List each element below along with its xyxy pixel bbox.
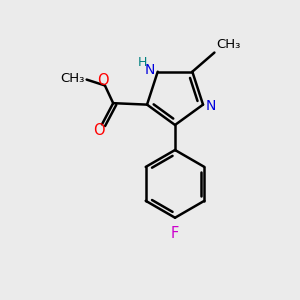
Text: O: O — [93, 123, 104, 138]
Text: O: O — [97, 73, 108, 88]
Text: H: H — [138, 56, 147, 69]
Text: N: N — [205, 98, 216, 112]
Text: CH₃: CH₃ — [216, 38, 240, 51]
Text: N: N — [144, 63, 155, 77]
Text: CH₃: CH₃ — [60, 72, 84, 85]
Text: F: F — [171, 226, 179, 241]
